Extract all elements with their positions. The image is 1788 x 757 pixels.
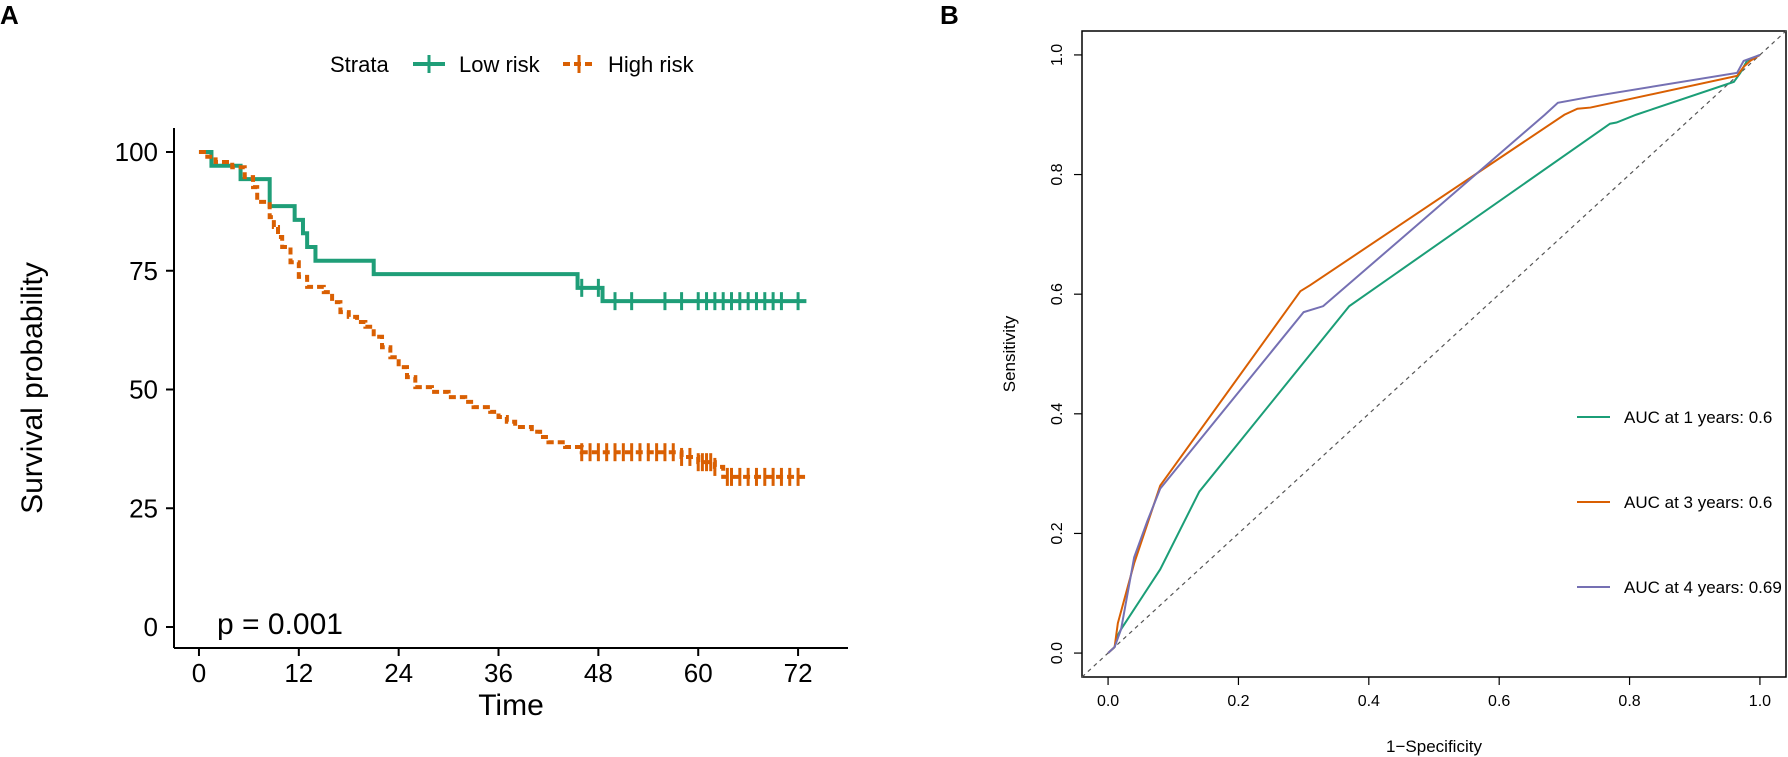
- roc-x-axis-title: 1−Specificity: [1386, 737, 1482, 756]
- km-x-tick-label: 72: [784, 658, 813, 688]
- km-curve-high: [198, 150, 807, 479]
- roc-y-tick-label: 0.0: [1049, 642, 1066, 664]
- roc-x-tick-label: 0.8: [1618, 693, 1640, 710]
- km-legend-label-high: High risk: [608, 52, 695, 77]
- roc-panel: 0.0 0.2 0.4 0.6 0.8 1.0 0.0 0.2 0.4 0.6 0.8 1.0 1−…: [1000, 30, 1787, 756]
- km-y-tick-label: 50: [129, 375, 158, 405]
- roc-plot-box: [1081, 30, 1787, 678]
- roc-x-tick-label: 0.6: [1488, 693, 1510, 710]
- km-curve-low: [198, 150, 807, 304]
- km-x-tick-label: 36: [484, 658, 513, 688]
- km-x-tick-label: 60: [684, 658, 713, 688]
- km-x-tick-label: 0: [192, 658, 206, 688]
- km-x-tick-label: 48: [584, 658, 613, 688]
- km-x-ticks: 0 12 24 36 48 60 72: [192, 648, 813, 688]
- roc-x-ticks: 0.0 0.2 0.4 0.6 0.8 1.0: [1097, 677, 1771, 710]
- km-y-tick-label: 100: [115, 137, 158, 167]
- km-legend: Strata Low risk High risk: [330, 52, 695, 77]
- km-y-tick-label: 0: [144, 612, 158, 642]
- km-x-tick-label: 24: [384, 658, 413, 688]
- panel-a-label: A: [0, 0, 19, 30]
- roc-x-tick-label: 0.4: [1358, 693, 1380, 710]
- roc-curves: [1107, 53, 1761, 654]
- roc-x-tick-label: 0.0: [1097, 693, 1119, 710]
- roc-legend: AUC at 1 years: 0.6 AUC at 3 years: 0.6 …: [1577, 408, 1782, 597]
- km-y-tick-label: 25: [129, 493, 158, 523]
- km-legend-label-low: Low risk: [459, 52, 541, 77]
- km-y-axis-title: Survival probability: [16, 262, 49, 514]
- roc-x-tick-label: 1.0: [1749, 693, 1771, 710]
- roc-y-ticks: 0.0 0.2 0.4 0.6 0.8 1.0: [1049, 44, 1082, 664]
- roc-y-tick-label: 0.6: [1049, 283, 1066, 305]
- km-panel: Strata Low risk High risk 0 25 50 75 100 0 12…: [16, 52, 848, 722]
- panel-b-label: B: [940, 0, 959, 30]
- km-x-axis-title: Time: [478, 689, 544, 722]
- roc-legend-label-4yr: AUC at 4 years: 0.69: [1624, 578, 1782, 597]
- roc-y-tick-label: 0.8: [1049, 163, 1066, 185]
- roc-y-tick-label: 1.0: [1049, 44, 1066, 66]
- km-p-value: p = 0.001: [217, 608, 343, 641]
- km-legend-title: Strata: [330, 52, 389, 77]
- km-legend-key-high: [563, 55, 595, 73]
- roc-curve-roc3: [1107, 54, 1761, 654]
- km-x-tick-label: 12: [284, 658, 313, 688]
- roc-y-tick-label: 0.2: [1049, 522, 1066, 544]
- km-y-ticks: 0 25 50 75 100: [115, 137, 174, 642]
- roc-legend-label-3yr: AUC at 3 years: 0.6: [1624, 493, 1772, 512]
- roc-legend-label-1yr: AUC at 1 years: 0.6: [1624, 408, 1772, 427]
- km-legend-key-low: [413, 55, 445, 73]
- km-curves: [198, 150, 807, 486]
- roc-y-tick-label: 0.4: [1049, 403, 1066, 425]
- km-y-tick-label: 75: [129, 256, 158, 286]
- roc-y-axis-title: Sensitivity: [1000, 315, 1019, 392]
- roc-curve-roc4: [1107, 53, 1761, 654]
- roc-x-tick-label: 0.2: [1227, 693, 1249, 710]
